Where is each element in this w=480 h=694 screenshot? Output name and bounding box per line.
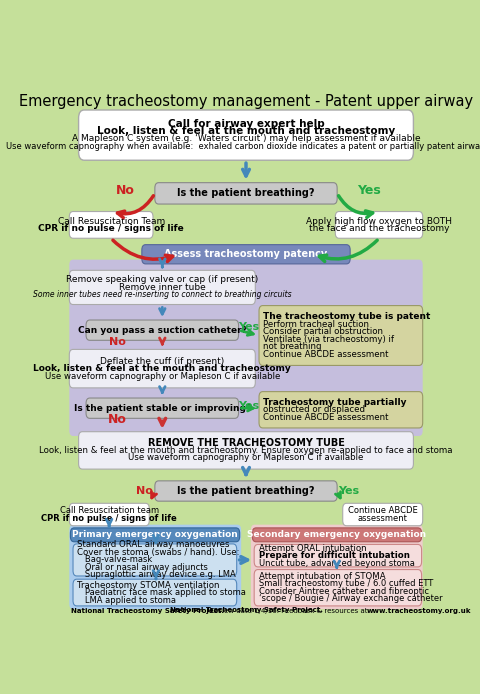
Text: www.tracheostomy.org.uk: www.tracheostomy.org.uk [367, 608, 471, 614]
Text: not breathing: not breathing [264, 342, 322, 351]
FancyBboxPatch shape [254, 570, 421, 606]
Text: No: No [136, 486, 153, 496]
FancyBboxPatch shape [79, 432, 413, 469]
Text: Bag-valve-mask: Bag-valve-mask [77, 555, 153, 564]
FancyBboxPatch shape [259, 391, 423, 428]
Text: Yes: Yes [239, 323, 260, 332]
Text: CPR if no pulse / signs of life: CPR if no pulse / signs of life [38, 224, 184, 233]
Text: A Mapleson C system (e.g. ‘Waters circuit’) may help assessment if available: A Mapleson C system (e.g. ‘Waters circui… [72, 135, 420, 144]
Text: Use waveform capnography when available:  exhaled carbon dioxide indicates a pat: Use waveform capnography when available:… [6, 142, 480, 151]
FancyBboxPatch shape [259, 305, 423, 366]
Text: Standard ORAL airway manoeuvres: Standard ORAL airway manoeuvres [77, 541, 230, 550]
Text: Tracheostomy STOMA ventilation: Tracheostomy STOMA ventilation [77, 581, 220, 590]
Text: No: No [108, 414, 127, 426]
FancyBboxPatch shape [251, 525, 423, 609]
Text: Consider partial obstruction: Consider partial obstruction [264, 328, 384, 337]
Text: Emergency tracheostomy management - Patent upper airway: Emergency tracheostomy management - Pate… [19, 94, 473, 110]
Text: No: No [116, 184, 134, 196]
FancyBboxPatch shape [73, 579, 237, 606]
Text: Consider Aintree catheter and fibreoptic: Consider Aintree catheter and fibreoptic [259, 587, 429, 596]
Text: the face and the tracheostomy: the face and the tracheostomy [309, 224, 449, 233]
Text: Some inner tubes need re-inserting to connect to breathing circuits: Some inner tubes need re-inserting to co… [33, 290, 292, 299]
Text: Is the patient stable or improving?: Is the patient stable or improving? [74, 404, 251, 413]
Text: Small tracheostomy tube / 6.0 cuffed ETT: Small tracheostomy tube / 6.0 cuffed ETT [259, 579, 433, 589]
Text: The tracheostomy tube is patent: The tracheostomy tube is patent [264, 312, 431, 321]
Text: Is the patient breathing?: Is the patient breathing? [177, 188, 315, 198]
Text: Call Resuscitation Team: Call Resuscitation Team [58, 217, 165, 226]
FancyBboxPatch shape [73, 544, 237, 576]
FancyBboxPatch shape [69, 525, 241, 609]
Text: Is the patient breathing?: Is the patient breathing? [177, 486, 315, 496]
Text: Yes: Yes [239, 400, 260, 411]
Text: Secondary emergency oxygenation: Secondary emergency oxygenation [247, 530, 427, 539]
FancyBboxPatch shape [86, 398, 239, 418]
Text: Review date 1/4/16. Feedback & resources at: Review date 1/4/16. Feedback & resources… [207, 608, 370, 614]
Text: Oral or nasal airway adjuncts: Oral or nasal airway adjuncts [77, 563, 208, 572]
Text: Ventilate (via tracheostomy) if: Ventilate (via tracheostomy) if [264, 335, 395, 344]
Text: Yes: Yes [338, 486, 359, 496]
Text: CPR if no pulse / signs of life: CPR if no pulse / signs of life [41, 514, 177, 523]
FancyBboxPatch shape [69, 212, 153, 238]
Text: No: No [109, 337, 126, 347]
Text: Assess tracheostomy patency: Assess tracheostomy patency [164, 249, 328, 260]
Text: Use waveform capnography or Mapleson C if available: Use waveform capnography or Mapleson C i… [45, 371, 280, 380]
Text: Tracheostomy tube partially: Tracheostomy tube partially [264, 398, 407, 407]
Text: Continue ABCDE assessment: Continue ABCDE assessment [264, 413, 389, 422]
FancyBboxPatch shape [86, 320, 239, 340]
FancyBboxPatch shape [69, 271, 255, 305]
FancyBboxPatch shape [252, 528, 421, 542]
Text: Remove inner tube: Remove inner tube [119, 283, 205, 292]
Text: Perform tracheal suction: Perform tracheal suction [264, 320, 370, 329]
Text: Prepare for difficult intubation: Prepare for difficult intubation [259, 551, 409, 560]
Text: Can you pass a suction catheter?: Can you pass a suction catheter? [78, 325, 247, 335]
Text: ‘scope / Bougie / Airway exchange catheter: ‘scope / Bougie / Airway exchange cathet… [259, 595, 442, 604]
Text: assessment: assessment [358, 514, 408, 523]
Text: Continue ABCDE assessment: Continue ABCDE assessment [264, 350, 389, 359]
FancyBboxPatch shape [142, 245, 350, 264]
FancyBboxPatch shape [79, 110, 413, 160]
Text: REMOVE THE TRACHEOSTOMY TUBE: REMOVE THE TRACHEOSTOMY TUBE [147, 438, 345, 448]
Text: Call for airway expert help: Call for airway expert help [168, 119, 324, 129]
Text: Look, listen & feel at the mouth and tracheostomy: Look, listen & feel at the mouth and tra… [97, 126, 395, 137]
FancyBboxPatch shape [155, 183, 337, 204]
Text: Look, listen & feel at the mouth and tracheostomy. Ensure oxygen re-applied to f: Look, listen & feel at the mouth and tra… [39, 446, 453, 455]
Text: Yes: Yes [357, 184, 381, 196]
FancyBboxPatch shape [155, 481, 337, 501]
Text: Cover the stoma (swabs / hand). Use:: Cover the stoma (swabs / hand). Use: [77, 548, 240, 557]
Text: Attempt ORAL intubation: Attempt ORAL intubation [259, 543, 366, 552]
Text: Uncut tube, advanced beyond stoma: Uncut tube, advanced beyond stoma [259, 559, 415, 568]
Text: Attempt intubation of STOMA: Attempt intubation of STOMA [259, 572, 385, 581]
Text: National Tracheostomy Safety Project.: National Tracheostomy Safety Project. [71, 608, 224, 614]
Text: Use waveform capnography or Mapleson C if available: Use waveform capnography or Mapleson C i… [128, 453, 364, 462]
FancyBboxPatch shape [71, 528, 240, 542]
Text: Apply high flow oxygen to BOTH: Apply high flow oxygen to BOTH [306, 217, 452, 226]
Text: LMA applied to stoma: LMA applied to stoma [77, 595, 177, 604]
Text: Look, listen & feel at the mouth and tracheostomy: Look, listen & feel at the mouth and tra… [34, 364, 291, 373]
FancyBboxPatch shape [335, 212, 423, 238]
Text: Supraglottic airway device e.g. LMA: Supraglottic airway device e.g. LMA [77, 570, 236, 579]
FancyBboxPatch shape [69, 260, 423, 436]
Text: National Tracheostomy Safety Project.: National Tracheostomy Safety Project. [169, 607, 323, 613]
Text: Deflate the cuff (if present): Deflate the cuff (if present) [100, 357, 225, 366]
Text: Primary emergency oxygenation: Primary emergency oxygenation [72, 530, 238, 539]
Text: Continue ABCDE: Continue ABCDE [348, 507, 418, 515]
Text: Paediatric face mask applied to stoma: Paediatric face mask applied to stoma [77, 588, 246, 597]
Text: obstructed or displaced: obstructed or displaced [264, 405, 365, 414]
FancyBboxPatch shape [69, 503, 149, 526]
Text: Call Resuscitation team: Call Resuscitation team [60, 507, 159, 515]
FancyBboxPatch shape [254, 545, 421, 567]
FancyBboxPatch shape [343, 503, 423, 526]
Text: Remove speaking valve or cap (if present): Remove speaking valve or cap (if present… [66, 276, 258, 285]
FancyBboxPatch shape [69, 349, 255, 388]
